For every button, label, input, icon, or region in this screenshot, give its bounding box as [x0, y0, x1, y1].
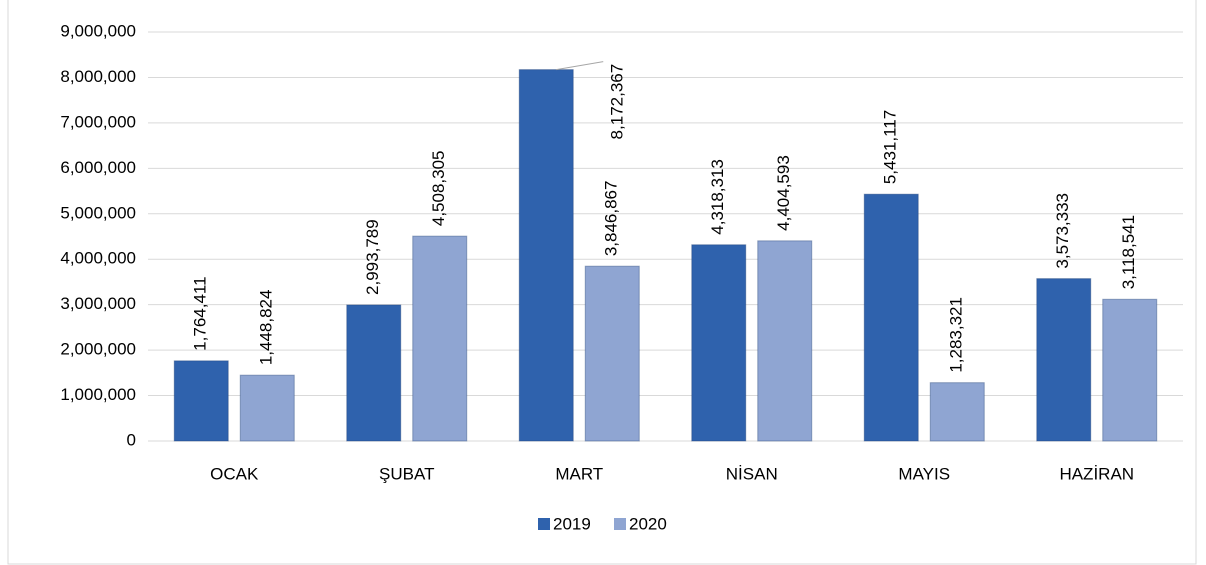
bar	[691, 244, 747, 442]
y-tick-label: 2,000,000	[60, 340, 136, 359]
bar	[1036, 278, 1092, 442]
bar	[1102, 298, 1158, 442]
x-tick-label: MART	[555, 464, 603, 483]
y-tick-label: 1,000,000	[60, 385, 136, 404]
y-tick-label: 4,000,000	[60, 249, 136, 268]
x-tick-label: NİSAN	[726, 464, 778, 483]
x-tick-label: ŞUBAT	[379, 464, 434, 483]
legend-label: 2020	[629, 514, 667, 533]
bar	[929, 382, 985, 442]
leader-line	[556, 61, 604, 71]
x-tick-label: MAYIS	[898, 464, 950, 483]
bar	[863, 193, 919, 442]
data-label: 1,764,411	[191, 276, 210, 350]
y-tick-label: 7,000,000	[60, 112, 136, 131]
legend-swatch	[538, 518, 550, 530]
legend-swatch	[614, 518, 626, 530]
y-tick-label: 5,000,000	[60, 203, 136, 222]
bar	[173, 360, 229, 442]
data-label: 4,318,313	[708, 159, 727, 235]
data-label: 1,283,321	[947, 297, 966, 373]
bar	[757, 240, 813, 442]
bar	[518, 69, 574, 442]
x-tick-label: HAZİRAN	[1059, 464, 1134, 483]
bar	[412, 235, 468, 442]
bar	[239, 374, 295, 442]
bar	[584, 265, 640, 442]
data-label: 2,993,789	[363, 219, 382, 295]
x-tick-label: OCAK	[210, 464, 259, 483]
data-label: 3,846,867	[602, 181, 621, 257]
legend-label: 2019	[553, 514, 591, 533]
data-label: 5,431,117	[881, 110, 900, 184]
data-label: 1,448,824	[257, 290, 276, 366]
y-tick-label: 0	[127, 430, 136, 449]
y-tick-label: 6,000,000	[60, 158, 136, 177]
data-label: 4,404,593	[774, 155, 793, 231]
data-label: 3,118,541	[1119, 215, 1138, 289]
y-tick-label: 3,000,000	[60, 294, 136, 313]
y-tick-label: 9,000,000	[60, 21, 136, 40]
data-label: 4,508,305	[429, 150, 448, 226]
bar	[346, 304, 402, 442]
data-label: 3,573,333	[1053, 193, 1072, 269]
y-tick-label: 8,000,000	[60, 67, 136, 86]
data-label: 8,172,367	[608, 64, 627, 140]
